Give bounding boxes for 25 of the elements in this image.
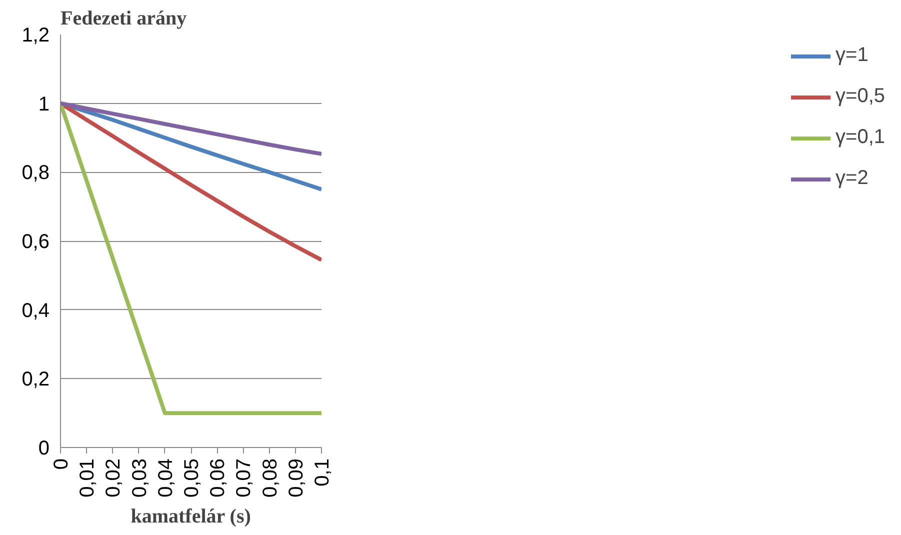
y-tick-label: 0,4	[22, 300, 50, 322]
x-axis-title: kamatfelár (s)	[130, 505, 251, 528]
y-axis-title: Fedezeti arány	[60, 8, 187, 30]
y-tick-label: 0	[38, 438, 50, 460]
legend-label: γ=0,5	[836, 85, 885, 108]
x-tick-label: 0,08	[259, 458, 282, 498]
x-tick-label: 0,04	[154, 458, 177, 498]
x-tick-label: 0,02	[102, 458, 125, 498]
y-tick-label: 0,6	[22, 231, 50, 253]
y-tick-label: 0,8	[22, 162, 50, 184]
y-tick-label: 1,2	[22, 24, 50, 46]
legend-label: γ=0,1	[836, 126, 885, 149]
x-tick-label: 0,05	[181, 458, 203, 498]
y-tick-label: 1	[38, 93, 50, 116]
x-tick-label: 0,07	[233, 458, 256, 498]
line-series	[60, 101, 322, 156]
y-tick-label: 0,2	[22, 368, 50, 391]
x-tick-label: 0,09	[285, 458, 308, 498]
x-tick-label: 0,03	[128, 458, 151, 498]
x-tick-label: 0,06	[207, 458, 230, 498]
x-tick-label: 0,01	[76, 458, 99, 498]
x-tick-label: 0	[50, 458, 72, 470]
legend-label: γ=2	[836, 167, 868, 190]
x-tick-label: 0,1	[312, 458, 334, 486]
legend-label: γ=1	[836, 44, 868, 67]
